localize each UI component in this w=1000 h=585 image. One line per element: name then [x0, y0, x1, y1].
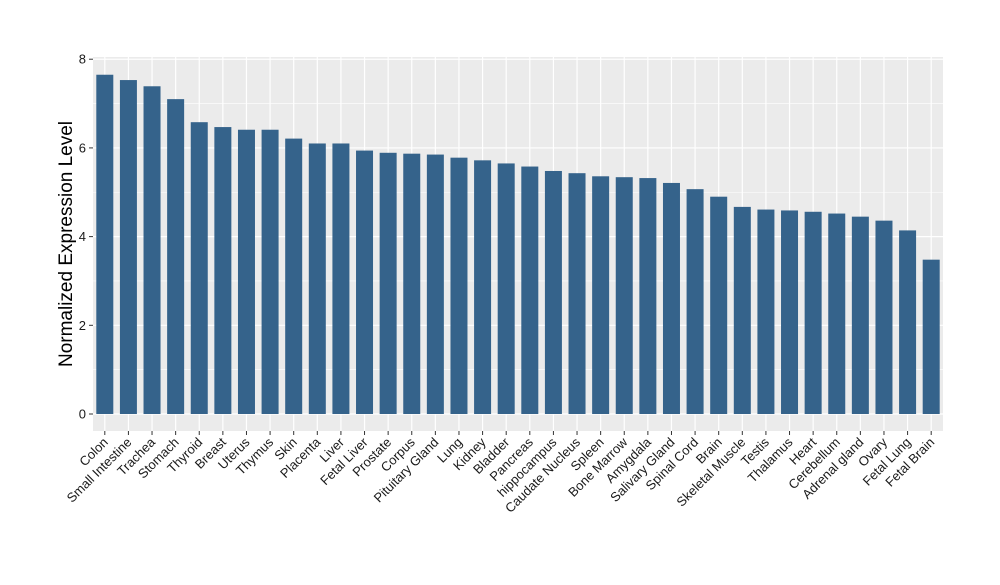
bar-adrenal-gland [851, 216, 869, 414]
bar-ovary [875, 220, 893, 414]
y-tick-label: 0 [79, 407, 86, 422]
bar-pituitary-gland [426, 154, 444, 414]
bar-placenta [308, 143, 326, 414]
bar-pancreas [521, 166, 539, 414]
bar-testis [757, 209, 775, 414]
bar-fetal-lung [899, 230, 917, 414]
bar-spinal-cord [686, 189, 704, 414]
bar-cerebellum [828, 213, 846, 414]
bar-fetal-liver [356, 150, 374, 414]
bar-breast [214, 127, 232, 414]
bar-lung [450, 157, 468, 415]
bar-corpus [403, 153, 421, 414]
bar-salivary-gland [662, 182, 680, 414]
bar-caudate-nucleus [568, 173, 586, 414]
y-tick-label: 8 [79, 52, 86, 67]
bar-spleen [592, 176, 610, 414]
bar-brain [710, 196, 728, 414]
bar-thymus [261, 129, 279, 414]
bar-amygdala [639, 178, 657, 414]
bar-skin [285, 138, 303, 414]
bar-hippocampus [544, 170, 562, 414]
bar-bladder [497, 163, 515, 414]
y-tick-label: 6 [79, 140, 86, 155]
bars-layer [96, 74, 940, 415]
y-tick-label: 4 [79, 229, 86, 244]
bar-heart [804, 211, 822, 414]
bar-uterus [237, 129, 255, 414]
bar-prostate [379, 152, 397, 414]
y-axis: 0 2 4 6 8 [79, 52, 93, 422]
bar-colon [96, 74, 114, 414]
plot-panel [93, 57, 943, 431]
bar-thalamus [781, 210, 799, 414]
bar-thyroid [190, 122, 208, 414]
bar-liver [332, 143, 350, 414]
bar-stomach [167, 99, 185, 414]
bar-kidney [474, 160, 492, 414]
bar-bone-marrow [615, 177, 633, 414]
bar-small-intestine [119, 80, 137, 415]
y-axis-title: Normalized Expression Level [56, 121, 77, 367]
bar-trachea [143, 86, 161, 414]
y-tick-label: 2 [79, 318, 86, 333]
bar-fetal-brain [922, 259, 940, 414]
bar-skeletal-muscle [733, 206, 751, 414]
